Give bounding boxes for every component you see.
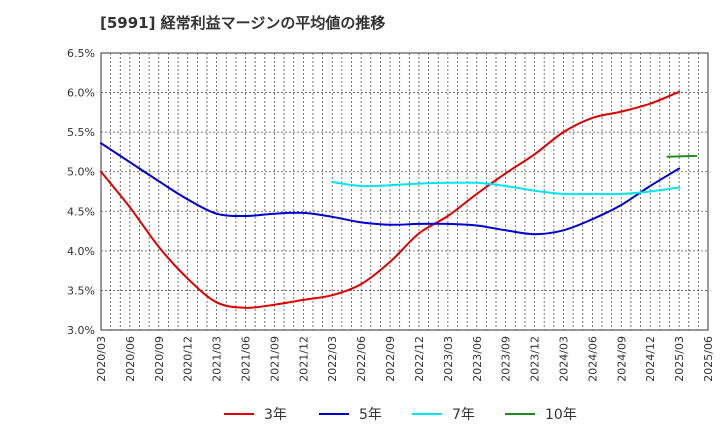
series-line-2: [331, 181, 681, 196]
x-tick-label: 2021/06: [240, 336, 253, 382]
y-tick-label: 3.5%: [67, 284, 95, 297]
x-tick-label: 2020/06: [124, 336, 137, 382]
y-tick-label: 5.5%: [67, 126, 95, 139]
series-line-0: [100, 90, 681, 309]
x-tick-label: 2024/09: [615, 336, 628, 382]
x-tick-label: 2024/12: [644, 336, 657, 382]
x-tick-label: 2025/03: [673, 336, 686, 382]
series-layer: [100, 90, 698, 309]
axis-layer: 3.0% 3.5% 4.0% 4.5% 5.0% 5.5% 6.0% 6.5% 2020/03 2…: [67, 47, 715, 382]
y-tick-label: 6.5%: [67, 47, 95, 60]
plot-area: [100, 52, 709, 331]
x-tick-label: 2024/03: [557, 336, 570, 382]
x-tick-label: 2020/12: [182, 336, 195, 382]
x-tick-label: 2021/09: [268, 336, 281, 382]
x-tick-label: 2024/06: [586, 336, 599, 382]
series-line-1: [100, 142, 681, 236]
x-tick-label: 2022/03: [326, 336, 339, 382]
x-tick-label: 2022/06: [355, 336, 368, 382]
x-tick-label: 2022/09: [384, 336, 397, 382]
y-tick-label: 5.0%: [67, 166, 95, 179]
x-tick-label: 2025/06: [702, 336, 715, 382]
legend: 3年 5年 7年 10年: [224, 407, 577, 423]
x-tick-label: 2023/03: [442, 336, 455, 382]
x-tick-label: 2021/03: [211, 336, 224, 382]
legend-label-3: 10年: [545, 407, 577, 423]
chart-title: [5991] 経常利益マージンの平均値の推移: [100, 14, 386, 32]
legend-label-1: 5年: [359, 407, 382, 423]
y-tick-label: 4.5%: [67, 205, 95, 218]
y-tick-label: 6.0%: [67, 87, 95, 100]
x-tick-label: 2023/06: [471, 336, 484, 382]
x-tick-label: 2020/09: [153, 336, 166, 382]
y-tick-label: 4.0%: [67, 245, 95, 258]
x-tick-label: 2021/12: [297, 336, 310, 382]
x-tick-label: 2023/09: [500, 336, 513, 382]
legend-label-0: 3年: [264, 407, 287, 423]
series-line-3: [666, 154, 698, 158]
x-tick-label: 2020/03: [95, 336, 108, 382]
y-tick-label: 3.0%: [67, 324, 95, 337]
x-tick-label: 2022/12: [413, 336, 426, 382]
legend-label-2: 7年: [452, 407, 475, 423]
grid-layer: [101, 53, 708, 330]
x-tick-label: 2023/12: [529, 336, 542, 382]
